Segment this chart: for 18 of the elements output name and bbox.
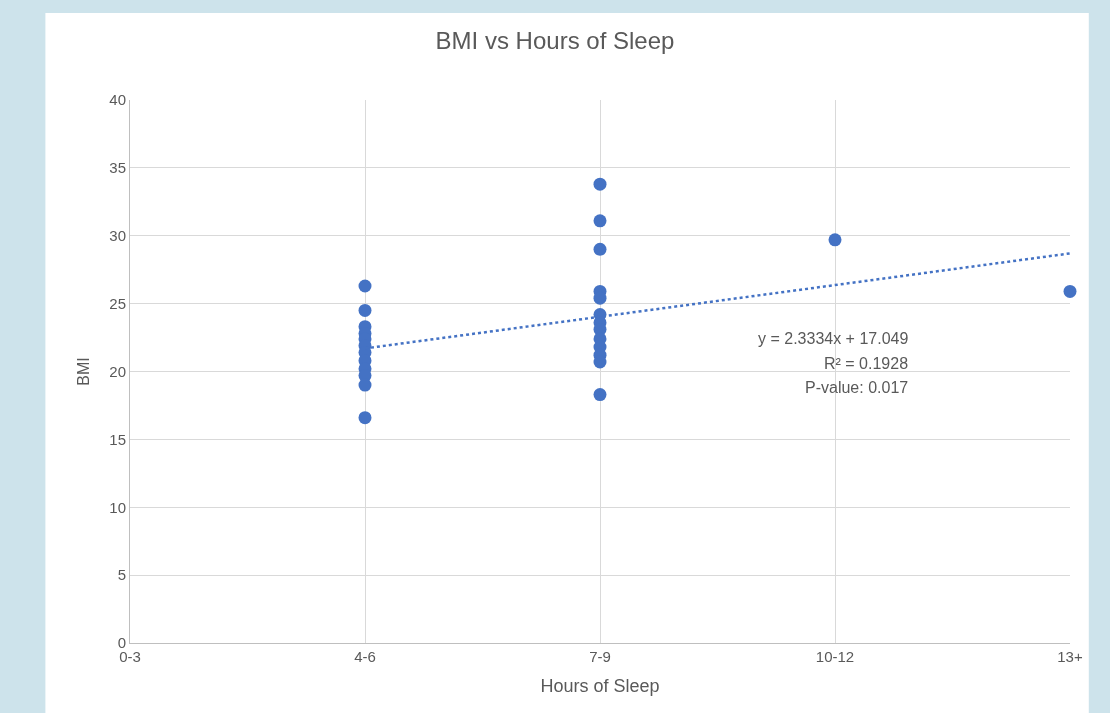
x-tick-label: 13+ xyxy=(1057,648,1083,665)
y-tick-label: 20 xyxy=(109,362,126,380)
y-tick-label: 25 xyxy=(109,294,126,312)
x-tick-label: 10-12 xyxy=(815,648,855,665)
y-tick-label: 40 xyxy=(109,91,126,109)
annotation: R² = 0.1928 xyxy=(824,355,909,372)
x-tick-label: 4-6 xyxy=(354,648,376,665)
annotation: P-value: 0.017 xyxy=(805,379,909,396)
y-tick-label: 30 xyxy=(109,227,126,244)
y-tick-label: 5 xyxy=(117,566,126,584)
y-tick-label: 35 xyxy=(109,159,126,177)
x-axis-title: Hours of Sleep xyxy=(540,676,660,697)
y-axis-title: BMI xyxy=(75,357,93,386)
chart-title: BMI vs Hours of Sleep xyxy=(435,26,675,54)
annotation: y = 2.3334x + 17.049 xyxy=(758,330,909,347)
y-tick-label: 15 xyxy=(109,430,126,448)
x-tick-label: 7-9 xyxy=(589,648,611,665)
y-tick-label: 10 xyxy=(109,498,126,516)
